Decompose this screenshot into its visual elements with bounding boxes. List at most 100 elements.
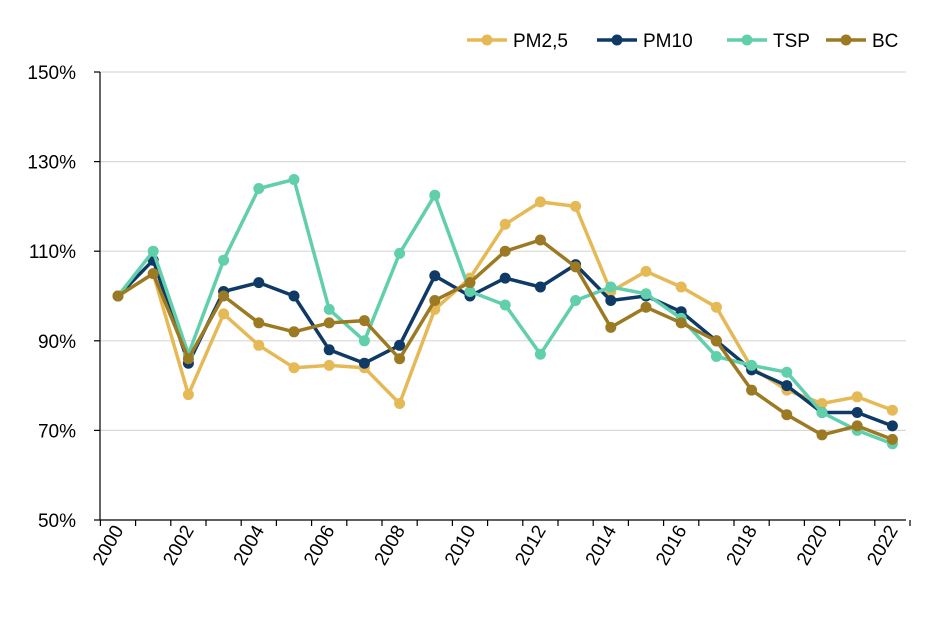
y-tick-label: 150% (27, 63, 76, 84)
data-point-bc (534, 234, 546, 246)
data-point-tsp (253, 183, 265, 194)
y-tick-label: 130% (27, 153, 76, 174)
legend-item-pm10: PM10 (597, 31, 693, 52)
data-point-pm10 (605, 295, 617, 306)
data-point-bc (429, 295, 441, 306)
data-point-pm2-5 (675, 281, 687, 293)
data-point-pm2-5 (182, 389, 194, 401)
data-point-bc (394, 353, 406, 365)
x-axis-tick-labels: 2000 2002 2004 2006 2008 2010 2012 2014 2016 2018… (89, 522, 903, 569)
data-point-bc (288, 326, 300, 338)
data-point-bc (710, 335, 722, 347)
data-point-bc (605, 321, 617, 333)
x-tick-label: 2012 (511, 522, 550, 569)
data-point-pm10 (781, 380, 793, 392)
data-point-pm10 (358, 357, 370, 369)
data-point-pm2-5 (816, 398, 828, 409)
legend-marker-tsp (741, 34, 753, 46)
data-point-bc (464, 277, 476, 289)
legend-marker-pm2-5 (481, 34, 493, 46)
data-point-bc (147, 268, 159, 280)
series-line-bc (116, 238, 895, 442)
data-point-tsp (816, 407, 828, 418)
data-point-bc (781, 409, 793, 421)
data-point-bc (499, 245, 511, 257)
data-point-tsp (464, 286, 476, 297)
data-point-pm10 (534, 281, 546, 293)
legend-marker-bc (840, 34, 852, 46)
data-point-pm10 (323, 344, 335, 356)
data-point-tsp (710, 351, 722, 362)
data-point-pm2-5 (394, 398, 406, 409)
data-point-pm10 (288, 290, 300, 302)
data-point-tsp (640, 288, 652, 300)
data-point-tsp (605, 281, 617, 293)
x-tick-label: 2000 (89, 522, 128, 569)
legend-label-bc: BC (872, 31, 898, 52)
y-tick-label: 110% (29, 242, 76, 263)
data-point-pm2-5 (570, 200, 582, 212)
data-point-pm2-5 (218, 308, 230, 320)
data-point-bc (358, 315, 370, 327)
legend-item-bc: BC (826, 31, 898, 52)
legend-marker-pm10 (611, 34, 623, 46)
data-point-bc (182, 353, 194, 365)
data-point-pm10 (499, 272, 511, 284)
x-tick-label: 2018 (723, 522, 762, 569)
x-tick-label: 2016 (652, 522, 691, 569)
y-tick-label: 50% (38, 511, 76, 532)
x-tick-label: 2020 (793, 522, 832, 569)
legend-item-pm2-5: PM2,5 (467, 31, 568, 52)
data-point-tsp (570, 295, 582, 306)
x-tick-label: 2002 (159, 522, 198, 569)
data-point-pm10 (394, 339, 406, 351)
x-tick-label: 2014 (582, 522, 622, 569)
y-tick-label: 70% (38, 421, 76, 442)
data-point-tsp (218, 254, 230, 266)
data-point-bc (112, 290, 124, 302)
y-tick-label: 90% (38, 332, 76, 353)
data-point-pm10 (886, 420, 898, 432)
y-axis-tick-labels: 50% 70% 90% 110% 130% 150% (27, 63, 76, 532)
x-tick-label: 2008 (371, 522, 410, 569)
data-point-tsp (746, 359, 758, 371)
data-point-pm2-5 (640, 265, 652, 277)
legend-label-pm2-5: PM2,5 (513, 31, 568, 52)
legend-label-pm10: PM10 (643, 31, 693, 52)
legend-label-tsp: TSP (773, 31, 810, 52)
data-point-pm2-5 (534, 196, 546, 208)
data-point-bc (851, 420, 863, 432)
data-point-pm2-5 (253, 339, 265, 351)
data-point-bc (570, 261, 582, 273)
data-point-pm10 (253, 277, 265, 289)
data-point-tsp (781, 366, 793, 378)
series-bc (112, 234, 898, 445)
data-point-tsp (429, 189, 441, 201)
data-point-pm2-5 (323, 359, 335, 371)
x-tick-label: 2010 (441, 522, 480, 569)
data-point-pm2-5 (288, 362, 300, 374)
data-point-tsp (288, 174, 300, 185)
series-pm10 (112, 254, 898, 432)
data-point-tsp (358, 335, 370, 347)
x-tick-label: 2004 (230, 522, 270, 569)
data-point-bc (816, 429, 828, 441)
data-point-tsp (499, 299, 511, 311)
data-point-bc (675, 317, 687, 329)
legend: PM2,5 PM10 TSP BC (467, 31, 898, 52)
legend-item-tsp: TSP (727, 31, 810, 52)
series-group (112, 174, 898, 450)
x-tick-label: 2006 (300, 522, 339, 569)
series-line-pm10 (116, 258, 895, 428)
data-point-pm10 (429, 270, 441, 282)
data-point-pm10 (851, 407, 863, 418)
data-point-tsp (394, 247, 406, 259)
data-point-pm2-5 (710, 301, 722, 313)
data-point-bc (746, 384, 758, 396)
data-point-bc (253, 317, 265, 329)
data-point-bc (218, 290, 230, 302)
x-tick-label: 2022 (863, 522, 902, 569)
data-point-pm2-5 (886, 404, 898, 416)
data-point-tsp (147, 245, 159, 257)
